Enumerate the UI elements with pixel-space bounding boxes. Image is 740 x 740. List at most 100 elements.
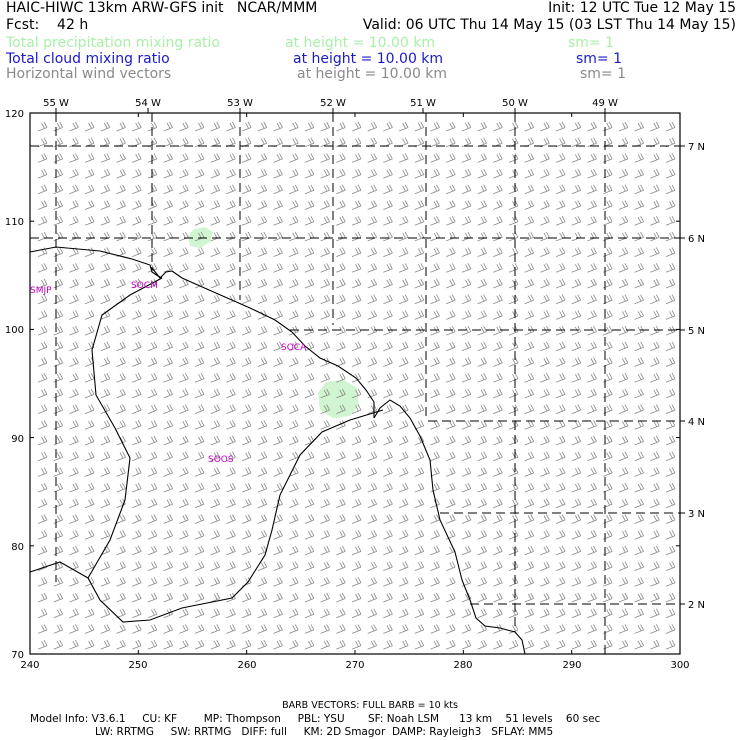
wind-barb — [367, 121, 378, 132]
wind-barb — [320, 231, 330, 242]
wind-barb — [634, 404, 644, 414]
wind-barb — [194, 451, 205, 462]
wind-barb — [540, 325, 550, 336]
wind-barb — [650, 168, 660, 179]
wind-barb — [53, 310, 64, 320]
wind-barb — [257, 420, 268, 430]
wind-barb — [194, 561, 205, 571]
wind-barb — [226, 577, 236, 587]
wind-barb — [650, 153, 660, 163]
wind-barb — [446, 639, 456, 650]
wind-barb — [461, 200, 472, 210]
wind-barb — [461, 388, 472, 399]
wind-barb — [304, 153, 315, 163]
wind-barb — [351, 373, 362, 383]
wind-barb — [634, 514, 644, 524]
wind-barb — [69, 530, 79, 540]
wind-barb — [84, 325, 95, 336]
border-brazil-interior — [87, 409, 384, 623]
wind-barb — [430, 451, 440, 462]
wind-barb — [132, 388, 142, 399]
wind-barb — [210, 184, 221, 195]
wind-barb — [147, 545, 158, 556]
wind-barb — [493, 247, 503, 257]
wind-barb — [116, 404, 126, 414]
wind-barb — [634, 467, 644, 477]
wind-barb — [367, 592, 378, 603]
wind-barb — [100, 624, 111, 634]
wind-barb — [84, 639, 95, 650]
wind-barb — [650, 577, 660, 587]
wind-barb — [257, 341, 268, 352]
wind-barb — [618, 639, 629, 650]
wind-barb — [116, 310, 126, 320]
wind-barb — [493, 153, 503, 163]
wind-barb — [210, 121, 221, 132]
wind-barb — [37, 498, 48, 509]
wind-barb — [555, 435, 566, 446]
wind-barb — [634, 121, 644, 132]
wind-barb — [84, 545, 95, 556]
y-tick-label: 110 — [5, 217, 24, 228]
lat-label: 5 N — [688, 326, 705, 337]
border-oyapock — [373, 399, 526, 655]
wind-barb — [163, 404, 173, 414]
wind-barb — [273, 420, 283, 430]
wind-barb — [304, 216, 315, 226]
wind-barb — [367, 310, 378, 320]
wind-barb — [179, 294, 189, 305]
wind-barb — [132, 420, 142, 430]
wind-barb — [289, 639, 299, 650]
wind-barb — [179, 545, 189, 556]
model-info-line1: Model Info: V3.6.1 CU: KF MP: Thompson P… — [30, 713, 601, 725]
wind-barb — [540, 137, 550, 148]
wind-barb — [163, 216, 173, 226]
wind-barb — [100, 263, 111, 273]
wind-barb — [179, 184, 189, 195]
wind-barb — [634, 357, 644, 367]
wind-barb — [493, 168, 503, 179]
wind-barb — [69, 545, 79, 556]
wind-barb — [37, 137, 48, 148]
wind-barb — [210, 451, 221, 462]
wind-barb — [461, 639, 472, 650]
wind-barb — [69, 639, 79, 650]
wind-barb — [650, 388, 660, 399]
wind-barb — [116, 231, 126, 242]
wind-barb — [665, 294, 676, 305]
wind-barb — [493, 435, 503, 446]
wind-barb — [398, 639, 409, 650]
header-fcst: Fcst: 42 h — [6, 17, 89, 33]
wind-barb — [100, 608, 111, 619]
wind-barb — [508, 121, 519, 132]
wind-barb — [493, 467, 503, 477]
wind-barb — [132, 530, 142, 540]
wind-barb — [461, 404, 472, 414]
wind-barb — [37, 592, 48, 603]
wind-barb — [571, 263, 582, 273]
wind-barb — [461, 514, 472, 524]
wind-barb — [351, 184, 362, 195]
wind-barb — [336, 608, 346, 619]
wind-barb — [398, 435, 409, 446]
wind-barb — [650, 341, 660, 352]
wind-barb — [587, 482, 597, 493]
wind-barb — [179, 200, 189, 210]
wind-barb — [257, 137, 268, 148]
wind-barb — [100, 168, 111, 179]
wind-barb — [37, 263, 48, 273]
wind-barb — [336, 498, 346, 509]
wind-barb — [289, 184, 299, 195]
wind-barb — [226, 263, 236, 273]
wind-barb — [289, 247, 299, 257]
wind-barb — [84, 624, 95, 634]
wind-barb — [524, 357, 535, 367]
wind-barb — [194, 357, 205, 367]
wind-barb — [524, 435, 535, 446]
wind-barb — [69, 325, 79, 336]
wind-barb — [257, 435, 268, 446]
wind-barb — [320, 184, 330, 195]
wind-barb — [398, 577, 409, 587]
wind-barb — [508, 263, 519, 273]
wind-barb — [665, 168, 676, 179]
